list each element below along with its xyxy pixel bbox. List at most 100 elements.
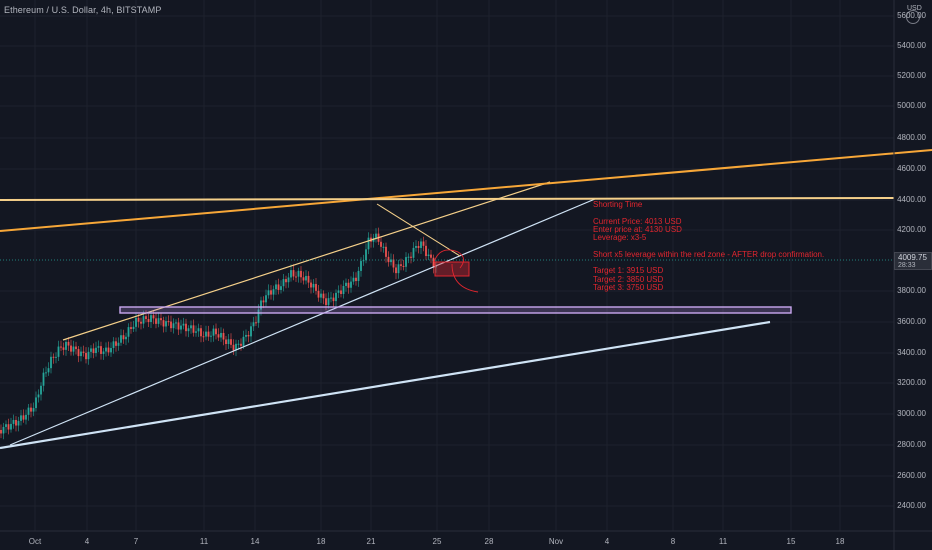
candle-body [305,275,307,281]
candle-body [427,254,430,256]
candle-body [122,335,125,340]
candle-body [382,246,385,248]
price-axis-label: 4400.00 [897,195,926,204]
candle-body [72,346,75,352]
candle-body [260,300,262,310]
candle-body [347,282,350,288]
candle-body [430,254,432,258]
candle-body [280,286,282,290]
candle-body [300,270,302,278]
candlestick-series [0,227,437,440]
candle-body [362,260,365,262]
time-axis-label: 15 [786,537,796,546]
candle-body [297,270,300,277]
candle-body [265,295,267,303]
candle-body [17,420,20,426]
candle-body [325,298,327,305]
time-axis-label: 4 [604,537,610,546]
time-axis-label: 18 [835,537,845,546]
candle-body [37,394,40,398]
long-trendline[interactable] [0,320,771,450]
price-axis-label: 2800.00 [897,440,926,449]
candle-body [15,419,17,426]
annotation-current-price: Current Price: 4013 USD [593,216,682,226]
candle-body [142,316,145,324]
channel-lower-trendline[interactable] [9,198,596,446]
candle-body [242,336,245,346]
candle-body [350,281,352,288]
candle-body [262,300,265,303]
candle-body [210,335,212,337]
candle-body [185,323,187,332]
candle-body [340,290,342,294]
candle-body [277,284,280,290]
candle-body [342,285,345,294]
candle-body [422,241,425,246]
candle-body [42,372,45,386]
candle-body [55,356,57,358]
annotation-heading: Shorting Time [593,200,643,209]
candle-body [317,290,320,298]
candle-body [172,323,175,329]
price-axis-label: 2600.00 [897,471,926,480]
candle-body [85,352,87,360]
candle-body [110,348,112,353]
candle-body [302,277,305,281]
time-axis-label: 18 [316,537,326,546]
horizontal-resistance-line[interactable] [0,197,895,201]
time-axis-label: 14 [250,537,260,546]
candle-body [390,259,392,263]
candle-body [315,283,317,291]
candle-body [225,339,227,344]
support-zone-rectangle[interactable] [119,306,792,314]
candle-body [397,264,400,274]
candle-body [135,317,137,327]
candle-body [132,326,135,329]
candle-body [155,318,157,324]
time-axis-label: 8 [670,537,676,546]
candle-body [227,339,230,344]
annotation-target-3: Target 3: 3750 USD [593,282,664,292]
candle-body [335,292,337,302]
candle-body [50,356,52,369]
candle-body [417,245,420,248]
time-axis-label: 4 [84,537,90,546]
candle-body [140,321,142,324]
candle-body [57,346,60,357]
candle-body [425,245,427,256]
bar-countdown: 28:33 [898,262,916,269]
candle-body [337,290,340,293]
candle-body [287,277,290,283]
candle-body [52,356,55,358]
candle-body [410,256,412,258]
candle-body [27,407,30,415]
price-axis-label: 5200.00 [897,71,926,80]
candle-body [182,323,185,326]
price-axis-label: 5400.00 [897,41,926,50]
candle-body [322,293,325,299]
chart-title: Ethereum / U.S. Dollar, 4h, BITSTAMP [4,5,162,15]
candle-body [190,325,192,329]
candle-body [360,261,362,271]
chart-grid [0,0,894,531]
settings-icon[interactable] [906,10,920,24]
candle-body [197,328,200,332]
candle-body [2,426,5,434]
rising-resistance-line[interactable] [0,149,932,232]
candle-body [365,249,367,261]
price-axis-label: 2400.00 [897,501,926,510]
candle-body [220,332,222,338]
price-axis-label: 3600.00 [897,317,926,326]
annotation-target-2: Target 2: 3850 USD [593,274,664,284]
candle-body [147,319,150,323]
candle-body [292,270,295,277]
wedge-top-line[interactable] [376,203,461,257]
candle-body [187,328,190,332]
candle-body [327,298,330,305]
candle-body [282,279,285,287]
candle-body [95,347,97,354]
candle-body [22,415,25,420]
trade-annotation[interactable]: Shorting Time Current Price: 4013 USD En… [593,200,824,292]
candle-body [10,423,12,430]
